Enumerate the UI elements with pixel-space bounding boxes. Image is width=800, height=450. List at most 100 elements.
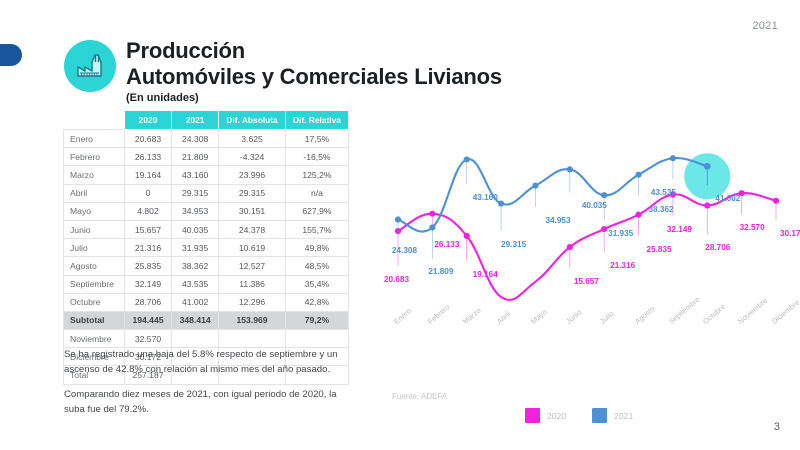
- chart-data-label-2021-Enero: 24.308: [392, 245, 418, 255]
- table-row: Mayo 4.802 34.953 30.151 627,9%: [63, 201, 350, 221]
- legend-item-2021[interactable]: 2021: [592, 408, 633, 423]
- chart-x-label-Octubre: Octubre: [701, 302, 728, 326]
- chart-x-label-Noviembre: Noviembre: [735, 296, 769, 326]
- chart-data-label-2020-Julio: 21.316: [610, 261, 636, 271]
- chart-data-label-2021-Octubre: 41.002: [715, 194, 741, 204]
- table-cell-dif-relativa: 35,4%: [284, 274, 350, 294]
- table-cell-2021: 41.002: [171, 292, 220, 312]
- table-cell-2021: 43.535: [171, 274, 220, 294]
- page-subtitle: (En unidades): [126, 92, 199, 105]
- table-row: Agosto 25.835 38.362 12.527 48,5%: [63, 256, 350, 276]
- table-cell-dif-absoluta: 30.151: [218, 201, 286, 221]
- table-cell-month: Junio: [63, 219, 125, 240]
- table-cell-dif-relativa: 42,8%: [284, 292, 350, 312]
- table-cell-2020: 32.570: [123, 329, 173, 349]
- table-cell-2020: 25.835: [123, 256, 173, 276]
- production-table: 2020 2021 Dif. Absoluta Dif. Relativa En…: [63, 110, 350, 385]
- chart-x-label-Abril: Abril: [495, 309, 513, 326]
- table-row: Total 257.187: [63, 365, 350, 385]
- table-cell-2020: 0: [123, 183, 173, 203]
- chart-point-2021-Enero: [394, 216, 402, 223]
- chart-data-label-2020-Noviembre: 32.570: [739, 223, 765, 233]
- chart-data-label-2021-Agosto: 38.362: [648, 204, 674, 214]
- table-cell-month: Total: [63, 365, 125, 385]
- table-cell-2021: 24.308: [171, 128, 220, 149]
- table-cell-dif-relativa: 17,5%: [284, 128, 350, 149]
- table-row: Diciembre 30.172: [63, 347, 350, 367]
- table-cell-dif-absoluta: 29.315: [218, 183, 286, 203]
- table-cell-2021: 21.809: [171, 147, 220, 167]
- chart-point-2021-Febrero: [429, 224, 436, 231]
- chart-point-2020-Julio: [601, 225, 608, 233]
- chart-x-label-Febrero: Febrero: [426, 302, 452, 326]
- chart-point-2020-Octubre: [704, 202, 711, 209]
- table-cell-dif-absoluta: 3.625: [218, 128, 286, 149]
- table-row: Febrero 26.133 21.809 -4.324 -16,5%: [63, 147, 350, 167]
- table-cell-month: Diciembre: [63, 347, 125, 367]
- table-cell-dif-relativa: 627,9%: [284, 201, 350, 221]
- table-cell-2021: 34.953: [171, 201, 220, 221]
- page-title-line1: Producción: [126, 38, 246, 63]
- table-cell-2021: 348.414: [171, 310, 220, 331]
- chart-data-label-2020-Enero: 20.683: [384, 275, 410, 285]
- table-cell-2021: [171, 347, 220, 367]
- table-cell-2021: 43.160: [171, 165, 220, 185]
- table-cell-month: Subtotal: [63, 310, 125, 331]
- chart-data-label-2020-Junio: 15.657: [573, 277, 599, 287]
- legend-swatch-2021: [592, 408, 608, 423]
- chart-data-label-2021-Abril: 29.315: [501, 239, 527, 249]
- chart-x-label-Marzo: Marzo: [460, 305, 483, 326]
- table-cell-dif-relativa: [284, 329, 350, 349]
- chart-x-label-Mayo: Mayo: [529, 307, 550, 326]
- chart-data-label-2021-Febrero: 21.809: [428, 267, 454, 277]
- table-cell-dif-relativa: 125,2%: [284, 165, 350, 185]
- table-cell-2020: 194.445: [123, 310, 173, 331]
- table-header-dif-absoluta: Dif. Absoluta: [218, 110, 286, 130]
- table-header-2020: 2020: [123, 110, 173, 130]
- legend-label-2021: 2021: [614, 410, 634, 421]
- commentary-paragraph-2: Comparando diez meses de 2021, con igual…: [64, 389, 337, 415]
- table-cell-dif-absoluta: 153.969: [218, 310, 286, 331]
- table-cell-2020: 15.657: [123, 219, 173, 240]
- table-cell-month: Marzo: [63, 165, 125, 185]
- table-cell-2020: 26.133: [123, 147, 173, 167]
- table-cell-dif-absoluta: 24.378: [218, 219, 286, 240]
- table-cell-dif-absoluta: 10.619: [218, 238, 286, 258]
- table-cell-month: Julio: [63, 238, 125, 258]
- table-cell-dif-relativa: [284, 365, 350, 385]
- chart-data-label-2021-Septiembre: 43.535: [650, 188, 676, 198]
- chart-point-2021-Abril: [497, 200, 505, 207]
- page-number: 3: [773, 421, 780, 433]
- chart-point-2020-Diciembre: [772, 197, 780, 204]
- table-cell-month: Septiembre: [63, 274, 125, 294]
- chart-point-2020-Septiembre: [669, 191, 677, 198]
- chart-data-label-2020-Febrero: 26.133: [434, 239, 460, 249]
- table-cell-dif-absoluta: 12.527: [218, 256, 286, 276]
- table-cell-2021: [171, 365, 220, 385]
- chart-x-label-Diciembre: Diciembre: [770, 297, 800, 326]
- legend-swatch-2020: [525, 408, 540, 423]
- chart-data-label-2021-Junio: 40.035: [581, 201, 607, 211]
- chart-point-2021-Marzo: [463, 156, 470, 163]
- table-cell-month: Febrero: [63, 147, 125, 167]
- table-cell-dif-relativa: 155,7%: [284, 219, 350, 240]
- table-cell-dif-relativa: 79,2%: [284, 310, 350, 331]
- table-cell-dif-relativa: 49,8%: [284, 238, 350, 258]
- chart-x-label-Agosto: Agosto: [632, 304, 656, 326]
- table-row: Noviembre 32.570: [63, 329, 350, 349]
- chart-point-2020-Junio: [566, 243, 573, 251]
- table-header-corner: [63, 110, 125, 130]
- table-cell-2021: [171, 329, 220, 349]
- title-block: Producción Automóviles y Comerciales Liv…: [126, 38, 502, 104]
- table-row: Marzo 19.164 43.160 23.996 125,2%: [63, 165, 350, 185]
- legend-item-2020[interactable]: 2020: [525, 408, 566, 423]
- table-cell-month: Agosto: [63, 256, 125, 276]
- table-cell-dif-absoluta: 11.386: [218, 274, 286, 294]
- table-cell-dif-absoluta: 23.996: [218, 165, 286, 185]
- chart-data-label-2020-Diciembre: 30.172: [780, 228, 800, 238]
- table-cell-2020: 28.706: [123, 292, 173, 312]
- line-chart: 20.683 26.133 19.164 15.657 21.316 25.835 32.1…: [380, 130, 800, 365]
- chart-canvas: [394, 153, 780, 301]
- table-body: Enero 20.683 24.308 3.625 17,5% Febrero 26.133…: [63, 128, 350, 385]
